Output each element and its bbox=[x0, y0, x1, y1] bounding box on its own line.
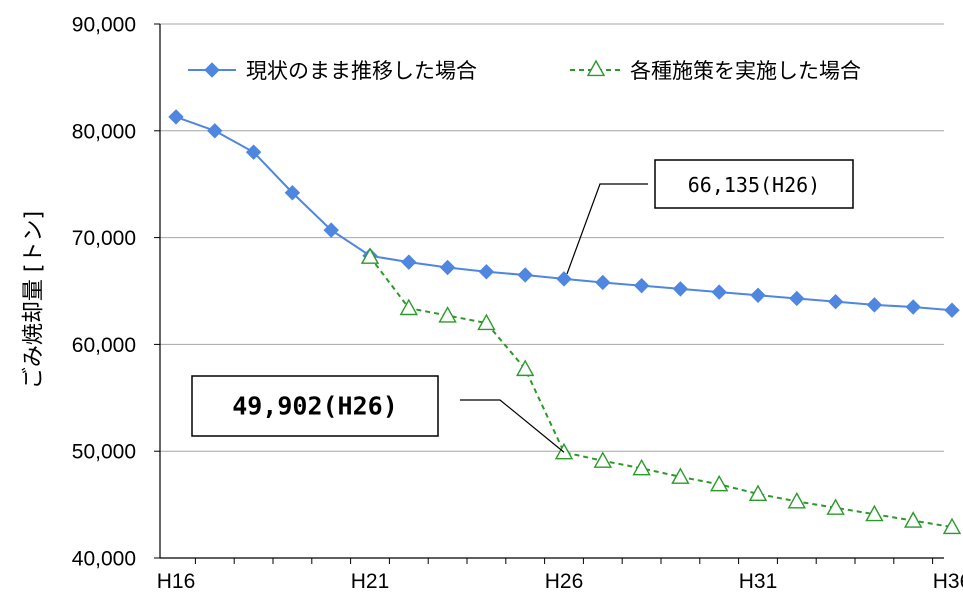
y-tick-labels: 40,000 50,000 60,000 70,000 80,000 90,000 bbox=[72, 14, 136, 571]
callout-box bbox=[191, 375, 439, 437]
data-point bbox=[593, 451, 612, 468]
data-point bbox=[866, 297, 883, 313]
legend: 現状のまま推移した場合 各種施策を実施した場合 bbox=[180, 50, 940, 92]
data-point bbox=[632, 458, 651, 476]
y-tick-label: 90,000 bbox=[72, 14, 136, 37]
data-point bbox=[865, 504, 884, 522]
y-tick-label: 40,000 bbox=[72, 548, 136, 571]
data-point bbox=[401, 254, 417, 270]
data-point bbox=[245, 144, 262, 160]
y-tick-label: 60,000 bbox=[72, 334, 136, 357]
series-line bbox=[369, 256, 953, 529]
callout-leader bbox=[460, 399, 565, 453]
data-point bbox=[827, 293, 844, 310]
data-point bbox=[168, 109, 184, 125]
data-point bbox=[826, 498, 845, 515]
series-1 bbox=[168, 109, 960, 318]
data-point bbox=[399, 298, 418, 316]
data-point bbox=[905, 299, 921, 315]
data-point bbox=[207, 123, 223, 139]
legend-background bbox=[180, 50, 940, 92]
data-point bbox=[360, 247, 380, 264]
legend-label: 各種施策を実施した場合 bbox=[630, 59, 861, 83]
data-point bbox=[284, 185, 301, 201]
annotations: 66,135(H26) 49,902(H26) bbox=[191, 159, 854, 453]
data-point bbox=[554, 442, 574, 460]
callout-leader bbox=[566, 183, 648, 275]
data-point bbox=[633, 277, 650, 294]
data-point bbox=[748, 484, 768, 502]
data-point bbox=[942, 517, 962, 535]
y-tick-label: 70,000 bbox=[72, 227, 136, 250]
x-tick-label: H31 bbox=[739, 570, 778, 593]
data-point bbox=[944, 302, 960, 318]
callout-label: 49,902(H26) bbox=[232, 392, 398, 421]
x-tick-label: H36 bbox=[933, 570, 963, 593]
x-tick-label: H26 bbox=[545, 570, 584, 593]
callout-label: 66,135(H26) bbox=[688, 173, 820, 197]
series-layer bbox=[168, 109, 962, 535]
data-point bbox=[439, 259, 456, 276]
legend-label: 現状のまま推移した場合 bbox=[246, 59, 477, 83]
data-point bbox=[438, 306, 457, 323]
data-point bbox=[323, 222, 339, 238]
data-point bbox=[671, 467, 690, 484]
data-point bbox=[904, 511, 923, 528]
data-point bbox=[789, 290, 805, 307]
data-point bbox=[710, 474, 729, 492]
y-tick-label: 50,000 bbox=[72, 441, 136, 464]
callout-box bbox=[654, 159, 854, 209]
data-point bbox=[517, 267, 533, 283]
data-point bbox=[595, 274, 611, 291]
data-point bbox=[516, 359, 535, 377]
data-point bbox=[556, 271, 572, 287]
x-tick-labels: H16 H21 H26 H31 H36 bbox=[157, 570, 963, 593]
data-point bbox=[477, 313, 496, 331]
x-tick-label: H16 bbox=[157, 570, 196, 593]
data-point bbox=[672, 281, 689, 297]
data-point bbox=[204, 62, 220, 78]
data-point bbox=[787, 491, 806, 509]
data-point bbox=[711, 284, 727, 300]
y-axis-label: ごみ焼却量 [トン] bbox=[22, 211, 47, 389]
x-tick-label: H21 bbox=[351, 570, 390, 593]
series-2 bbox=[360, 247, 962, 535]
axes bbox=[154, 23, 944, 564]
data-point bbox=[478, 264, 495, 280]
data-point bbox=[750, 287, 766, 303]
data-point bbox=[586, 59, 606, 77]
y-tick-label: 80,000 bbox=[72, 120, 136, 143]
gridlines bbox=[160, 23, 944, 452]
